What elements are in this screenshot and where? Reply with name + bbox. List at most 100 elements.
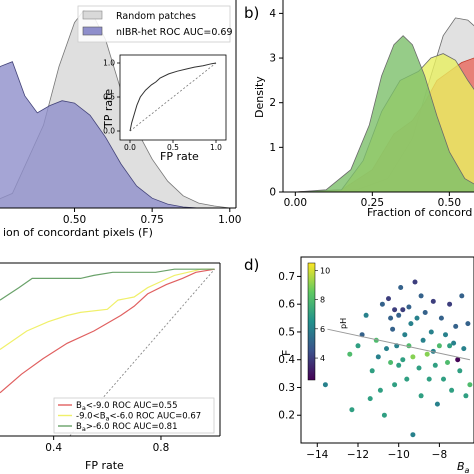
scatter-point <box>432 362 438 368</box>
scatter-point <box>441 376 446 382</box>
panel-b-y-label: Density <box>253 76 266 118</box>
scatter-point <box>412 279 418 285</box>
scatter-point <box>426 376 432 382</box>
scatter-point <box>322 382 328 388</box>
panel-d: d) −14 −12 −10 −8 0.2 0.3 0.4 0.5 0.6 0.7 F Ba 4 6… <box>244 256 474 474</box>
scatter-point <box>347 351 353 357</box>
panel-d-label: d) <box>244 256 259 274</box>
scatter-point <box>381 412 387 418</box>
scatter-point <box>414 315 420 321</box>
legend-frame <box>77 5 231 43</box>
x-tick-label: 0.50 <box>63 214 86 226</box>
panel-d-frame <box>300 256 474 444</box>
scatter-point <box>434 401 440 407</box>
scatter-point <box>396 362 402 368</box>
scatter-point <box>396 312 402 318</box>
panel-d-x-label: Ba <box>457 460 470 474</box>
y-tick-label: 1 <box>269 142 276 154</box>
scatter-point <box>430 298 436 304</box>
scatter-point <box>402 332 408 338</box>
x-tick-label: 1.00 <box>218 214 241 226</box>
scatter-point <box>410 354 416 360</box>
scatter-point <box>451 340 457 346</box>
legend-swatch-nibr-het <box>82 26 103 36</box>
scatter-point <box>369 368 375 374</box>
x-tick-label: −12 <box>347 449 369 461</box>
colorbar-tick-label: 4 <box>320 354 325 363</box>
scatter-point <box>420 337 426 343</box>
panel-b: b) 0.00 0.25 0.50 0 1 2 3 4 Fraction of concord… <box>244 0 474 219</box>
scatter-point <box>384 346 389 352</box>
inset-background <box>120 55 226 140</box>
y-tick-label: 4 <box>269 8 276 20</box>
y-tick-label: 0.3 <box>278 382 295 394</box>
scatter-point <box>404 376 410 382</box>
inset-x-tick-label: 0.5 <box>167 143 179 152</box>
scatter-point <box>459 293 465 299</box>
legend-label-nibr-het: nIBR-het ROC AUC=0.69 <box>116 27 233 38</box>
scatter-point <box>447 343 453 349</box>
y-tick-label: 0.6 <box>278 299 295 311</box>
x-tick-label: 0.75 <box>140 214 163 226</box>
x-tick-label: 0.50 <box>438 197 461 209</box>
legend-frame <box>53 397 215 434</box>
panel-d-scatter <box>322 279 473 438</box>
panel-c-x-label: FP rate <box>85 459 124 472</box>
y-tick-label: 0.4 <box>278 354 295 366</box>
scatter-point <box>398 285 404 290</box>
scatter-point <box>408 321 414 327</box>
scatter-point <box>424 351 430 357</box>
scatter-point <box>418 393 424 399</box>
scatter-point <box>400 357 406 363</box>
y-tick-label: 0.2 <box>278 410 295 422</box>
y-tick-label: 2 <box>269 97 276 109</box>
scatter-point <box>436 343 442 349</box>
x-tick-label: 0.4 <box>45 442 62 454</box>
legend-label: Ba<-9.0 ROC AUC=0.55 <box>76 401 178 412</box>
scatter-point <box>377 387 383 393</box>
colorbar-tick-label: 8 <box>320 296 325 305</box>
scatter-point <box>388 360 394 365</box>
inset-y-label: TP rate <box>102 89 115 129</box>
roc-curve-b-a-6-0-roc-auc-0-81 <box>0 268 215 301</box>
panel-b-density-series <box>295 17 474 193</box>
panel-b-ticks: 0.00 0.25 0.50 0 1 2 3 4 <box>269 8 461 209</box>
scatter-point <box>467 382 473 388</box>
panel-a-x-label: ion of concordant pixels (F) <box>3 226 153 239</box>
scatter-point <box>406 304 412 310</box>
inset-x-tick-label: 1.0 <box>210 143 222 152</box>
scatter-point <box>410 432 416 438</box>
scatter-point <box>445 360 450 365</box>
colorbar <box>307 262 316 381</box>
scatter-point <box>449 387 455 393</box>
x-tick-label: 0.25 <box>361 197 384 209</box>
colorbar-ticks: 4 6 8 10 <box>315 266 330 363</box>
scatter-point <box>416 365 422 371</box>
panel-a-inset: 0.0 0.5 1.0 0.0 0.5 1.0 FP rate TP rate <box>102 54 227 163</box>
legend-label: Ba>-6.0 ROC AUC=0.81 <box>76 422 178 433</box>
legend-swatch-random-patches <box>82 10 103 20</box>
panel-a: 0.50 0.75 1.00 ion of concordant pixels (F… <box>0 0 241 239</box>
colorbar-tick-label: 6 <box>320 325 325 334</box>
scatter-point <box>363 312 369 318</box>
panel-d-y-label: F <box>280 350 293 356</box>
scatter-point <box>453 323 459 329</box>
colorbar-tick-label: 10 <box>320 266 330 275</box>
panel-c-legend: Ba<-9.0 ROC AUC=0.55-9.0<Ba<-6.0 ROC AUC… <box>53 397 215 434</box>
scatter-point <box>438 315 444 321</box>
x-tick-label: −8 <box>432 449 447 461</box>
scatter-point <box>388 315 394 321</box>
scatter-point <box>392 307 398 313</box>
scatter-point <box>447 301 453 307</box>
legend-label-random-patches: Random patches <box>116 11 196 22</box>
inset-y-tick-label: 0.0 <box>103 127 115 136</box>
panel-c-x-ticks: 0.4 0.8 <box>45 436 169 454</box>
scatter-point <box>443 332 448 338</box>
scatter-point <box>428 329 434 335</box>
scatter-point <box>349 407 355 413</box>
scatter-point <box>463 393 469 399</box>
y-tick-label: 0.5 <box>278 326 295 338</box>
scatter-point <box>392 382 398 388</box>
scatter-point <box>455 357 461 363</box>
